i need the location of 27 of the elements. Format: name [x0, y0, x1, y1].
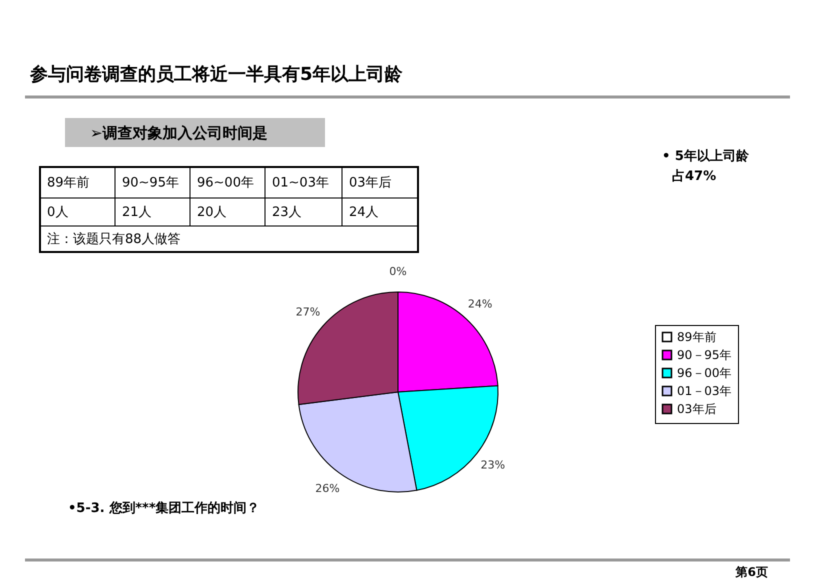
text: 21人 — [122, 205, 152, 220]
data-label: 23% — [480, 458, 506, 472]
text: 89年前 — [47, 176, 90, 190]
legend-label: 01－03年 — [677, 384, 732, 398]
legend-label: 96－00年 — [677, 366, 732, 380]
legend-label: 03年后 — [677, 402, 716, 416]
text: 第6页 — [734, 565, 768, 579]
text: 0% — [389, 265, 407, 278]
legend-label: 89年前 — [677, 330, 716, 344]
text: 0人 — [47, 205, 68, 220]
text: 01~03年 — [272, 176, 329, 190]
text: 03年后 — [349, 176, 392, 190]
legend-label: 90－95年 — [677, 348, 732, 362]
text: 24人 — [349, 205, 379, 220]
data-label: 27% — [296, 306, 320, 319]
text: • 5年以上司龄 — [662, 149, 750, 164]
chart-subtitle: ➢调查对象加入公司时间是 — [90, 124, 268, 142]
text: •5-3. 您到***集团工作的时间？ — [68, 501, 260, 516]
text: 占47% — [672, 169, 716, 184]
text: 96~00年 — [197, 176, 254, 190]
text: 23人 — [272, 205, 302, 220]
text: 20人 — [197, 205, 227, 220]
text: 注：该题只有88人做答 — [47, 231, 181, 247]
text: 90~95年 — [122, 176, 179, 190]
data-label: 24% — [468, 298, 492, 311]
chart-title: 参与问卷调查的员工将近一半具有5年以上司龄 — [29, 64, 404, 85]
data-label: 26% — [315, 482, 340, 496]
